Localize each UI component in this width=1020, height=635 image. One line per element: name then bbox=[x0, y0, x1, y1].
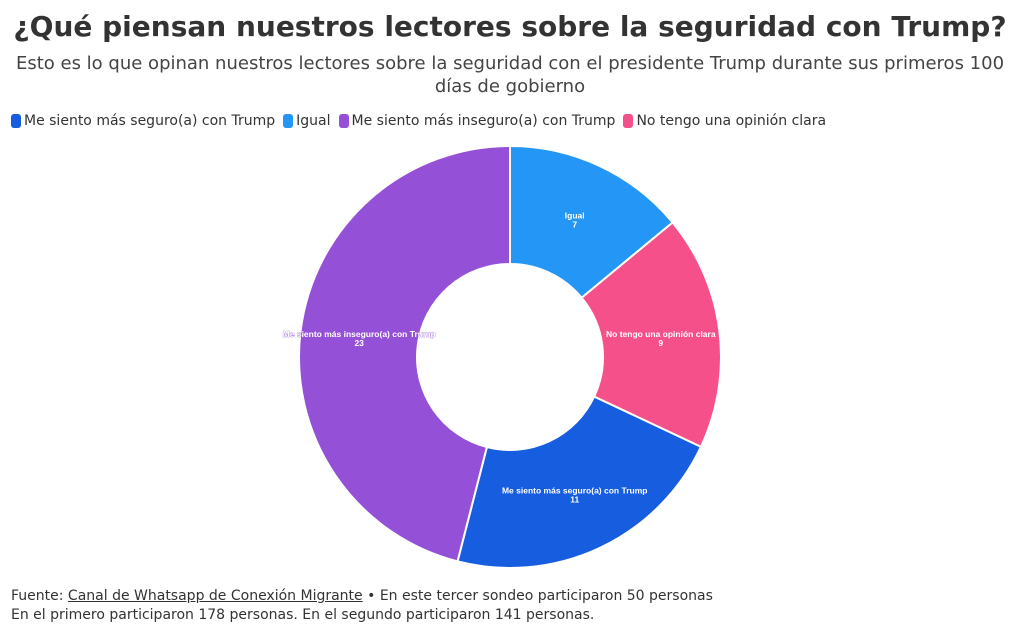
legend-label: Me siento más inseguro(a) con Trump bbox=[351, 113, 616, 129]
donut-slice bbox=[456, 395, 703, 569]
slice-value: 7 bbox=[572, 219, 577, 229]
slice-label: Igual bbox=[565, 210, 585, 220]
legend-swatch bbox=[11, 114, 21, 128]
slice-label: Me siento más inseguro(a) con Trump bbox=[283, 329, 436, 339]
chart-title: ¿Qué piensan nuestros lectores sobre la … bbox=[13, 10, 1007, 43]
donut-slice bbox=[509, 144, 674, 300]
slice-value: 23 bbox=[354, 338, 364, 348]
legend-item: Igual bbox=[283, 113, 331, 129]
footer: Fuente: Canal de Whatsapp de Conexión Mi… bbox=[11, 587, 713, 625]
legend: Me siento más seguro(a) con Trump Igual Me… bbox=[11, 113, 826, 129]
source-link[interactable]: Canal de Whatsapp de Conexión Migrante bbox=[67, 588, 363, 604]
source-prefix: Fuente: bbox=[11, 588, 64, 604]
donut-slice bbox=[580, 221, 722, 449]
chart-subtitle: Esto es lo que opinan nuestros lectores … bbox=[15, 53, 1005, 97]
donut-slice bbox=[298, 144, 511, 563]
slice-value: 9 bbox=[658, 338, 663, 348]
legend-label: Me siento más seguro(a) con Trump bbox=[24, 113, 276, 129]
legend-item: Me siento más inseguro(a) con Trump bbox=[338, 113, 616, 129]
legend-swatch bbox=[283, 114, 294, 128]
legend-item: No tengo una opinión clara bbox=[623, 113, 826, 129]
legend-swatch bbox=[623, 114, 634, 128]
slice-label: Me siento más seguro(a) con Trump bbox=[502, 486, 647, 496]
legend-label: Igual bbox=[296, 113, 331, 129]
source-line: En el primero participaron 178 personas.… bbox=[11, 607, 595, 623]
source-note: • En este tercer sondeo participaron 50 … bbox=[367, 588, 713, 604]
slice-label: No tengo una opinión clara bbox=[606, 329, 716, 339]
legend-label: No tengo una opinión clara bbox=[636, 113, 827, 129]
legend-swatch bbox=[338, 114, 349, 128]
legend-item: Me siento más seguro(a) con Trump bbox=[11, 113, 275, 129]
slice-value: 11 bbox=[570, 495, 579, 505]
